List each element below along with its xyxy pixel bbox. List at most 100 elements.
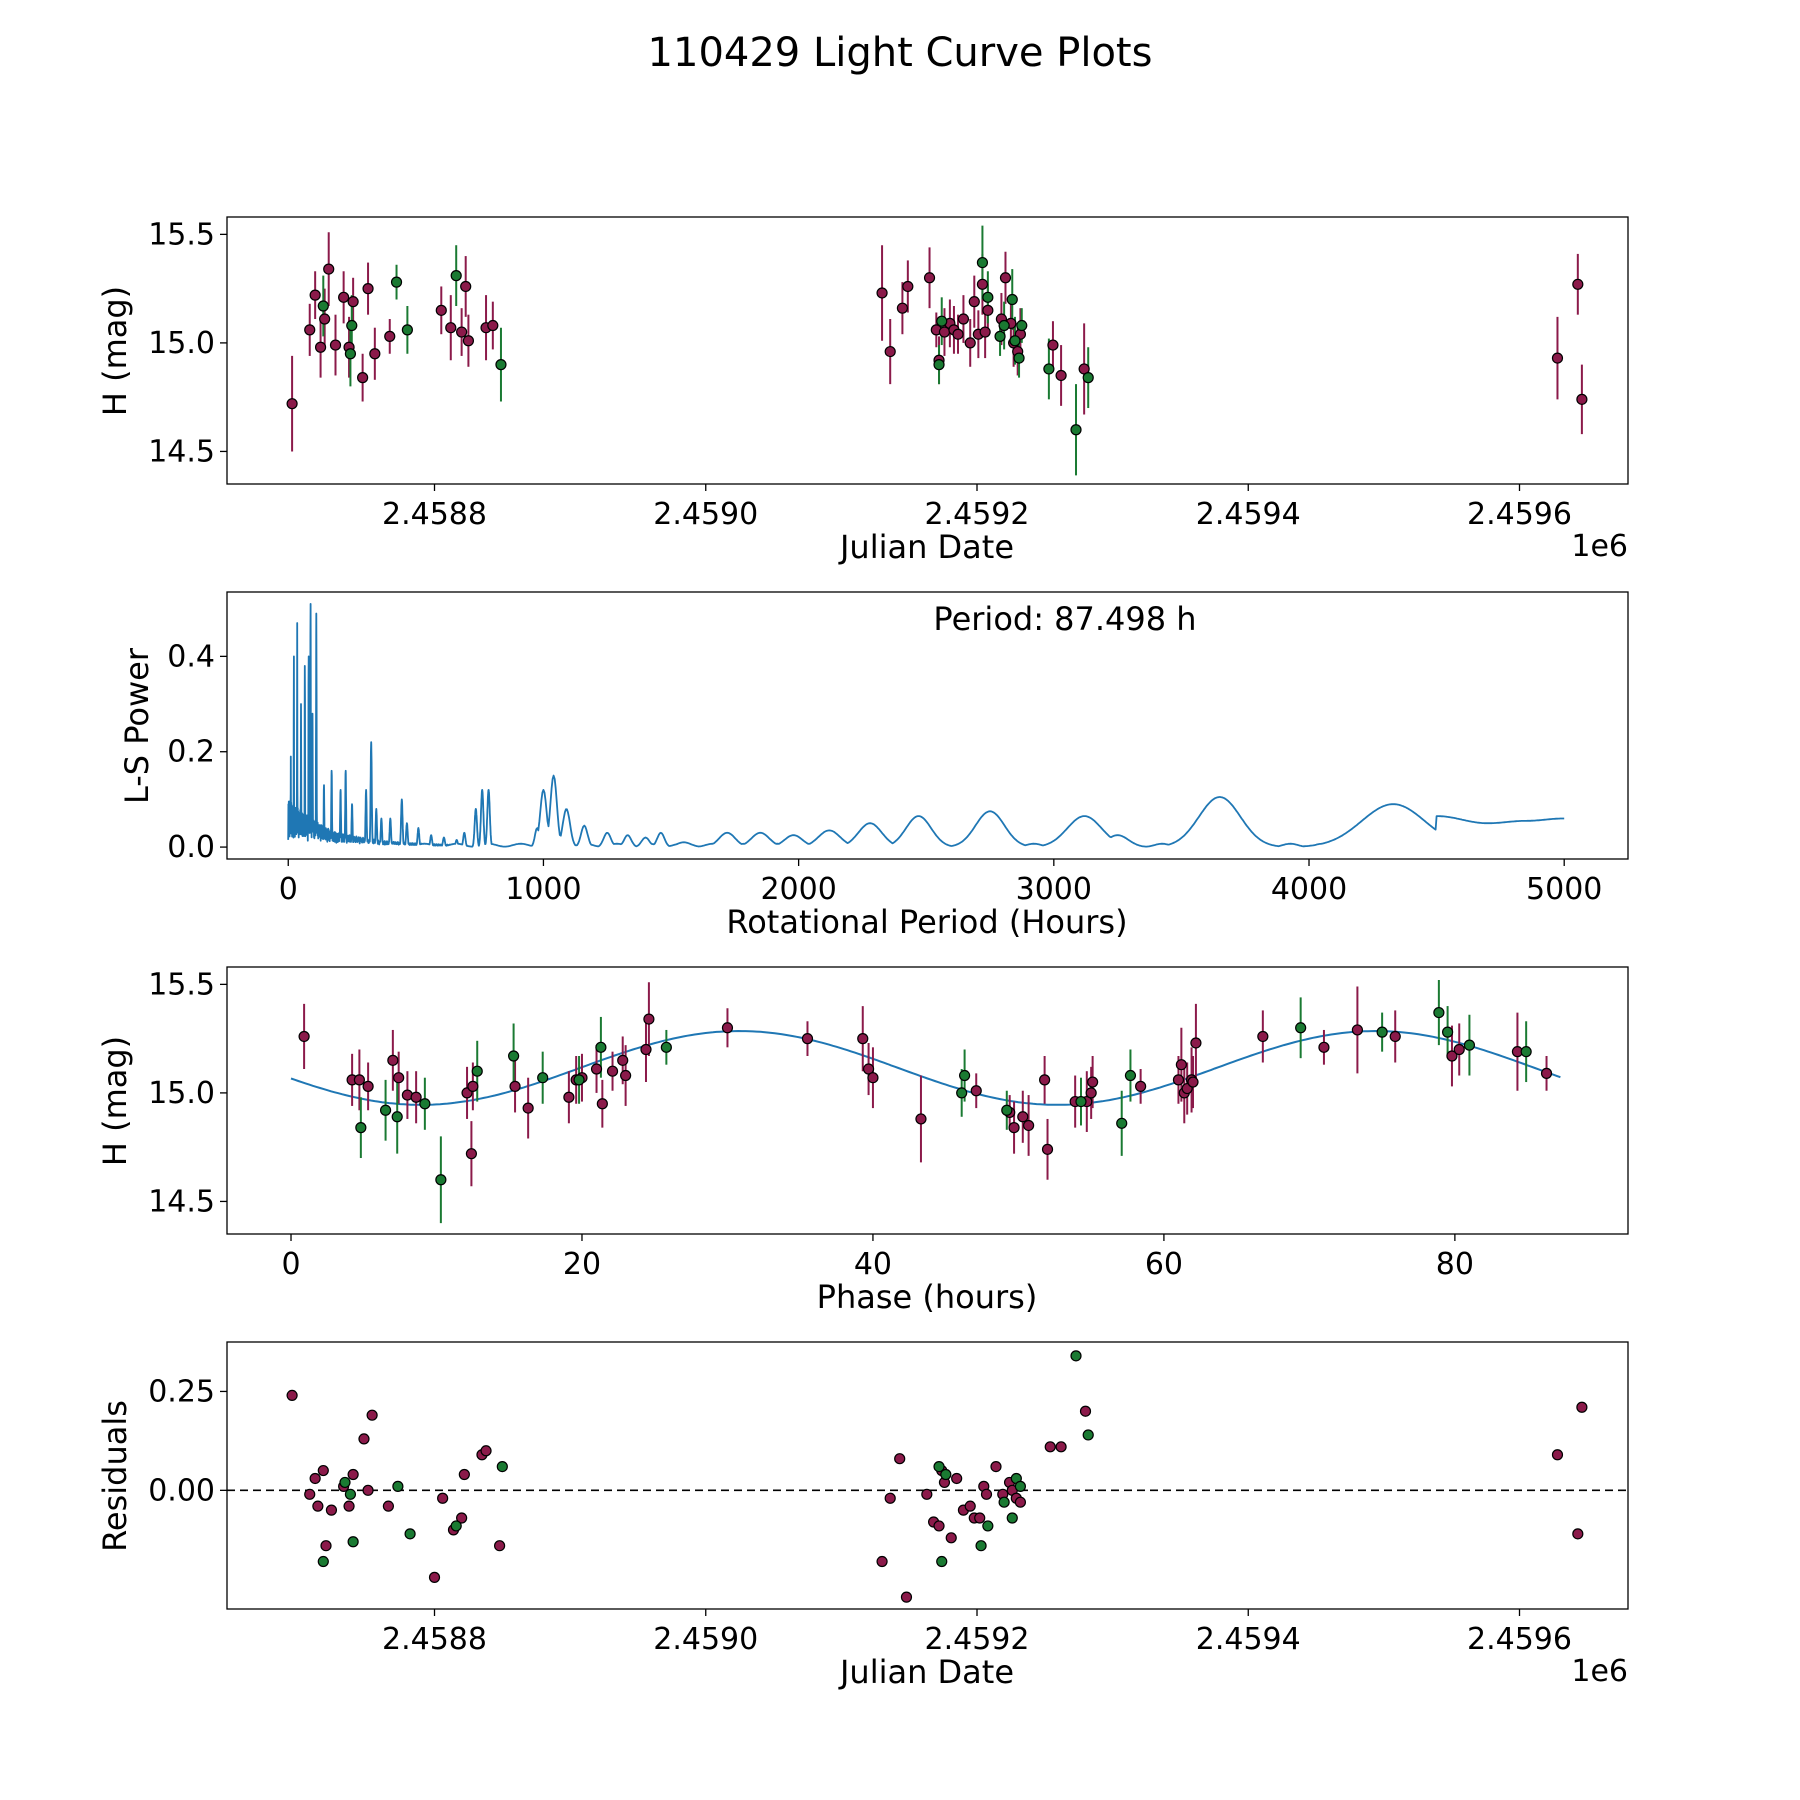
residuals-point — [347, 1536, 359, 1548]
phased-point — [970, 1085, 982, 1097]
residuals-point — [450, 1520, 462, 1532]
phased-point — [660, 1041, 672, 1053]
phased-point — [1039, 1074, 1051, 1086]
lightcurve-point — [401, 324, 413, 336]
lightcurve-point — [923, 272, 936, 284]
residuals-point — [921, 1488, 933, 1500]
lightcurve-point — [314, 341, 327, 353]
residuals-point — [964, 1500, 976, 1512]
periodogram-xtick-label: 0 — [279, 872, 298, 907]
lightcurve-point — [309, 289, 321, 301]
phased-point — [379, 1104, 392, 1116]
lightcurve-point — [1572, 278, 1584, 290]
phased-axes-frame — [226, 966, 1629, 1235]
phased-xtick-label: 20 — [563, 1247, 601, 1282]
phased-ytick-label: 15.0 — [148, 1076, 215, 1111]
periodogram-axes-frame — [226, 591, 1629, 860]
residuals-point — [1014, 1480, 1027, 1492]
residuals-point — [974, 1512, 986, 1524]
phased-point — [1463, 1039, 1476, 1051]
phased-point — [509, 1080, 521, 1092]
lightcurve-point — [957, 313, 970, 325]
residuals-point — [1082, 1429, 1094, 1441]
phased-point — [467, 1080, 479, 1092]
lightcurve-ticks: 2.4588 2.4590 2.4592 2.4594 2.4596 14.5 15.0 15… — [148, 217, 1572, 532]
residuals-point — [304, 1488, 316, 1500]
lightcurve-ylabel: H (mag) — [96, 286, 134, 416]
residuals-point — [362, 1484, 374, 1496]
phased-xtick-label: 40 — [854, 1247, 892, 1282]
residuals-axes-frame — [226, 1341, 1629, 1610]
lightcurve-xtick-label: 2.4594 — [1196, 497, 1301, 532]
residuals-ytick-label: 0.25 — [148, 1374, 215, 1409]
residuals-point — [1044, 1441, 1056, 1453]
phased-point — [419, 1098, 431, 1110]
lightcurve-point — [344, 348, 357, 360]
lightcurve-point — [952, 328, 964, 340]
phased-point — [362, 1080, 374, 1092]
lightcurve-point — [495, 359, 507, 371]
residuals-point — [320, 1540, 332, 1552]
phased-point — [573, 1074, 585, 1086]
lightcurve-axes-frame — [226, 216, 1629, 485]
residuals-point — [945, 1532, 957, 1544]
phased-point — [1257, 1030, 1269, 1043]
panel-phased: 0 20 40 60 80 14.5 15.0 15.5 Phase (hours) H (m… — [96, 966, 1629, 1316]
phased-point — [595, 1041, 607, 1053]
lightcurve-point — [346, 319, 358, 332]
lightcurve-point — [964, 337, 976, 349]
residuals-point — [382, 1500, 394, 1512]
residuals-point — [494, 1540, 506, 1552]
residuals-point — [317, 1555, 329, 1568]
residuals-xtick-label: 2.4588 — [382, 1622, 487, 1657]
residuals-point — [900, 1591, 913, 1603]
phased-point — [857, 1033, 869, 1045]
residuals-point — [1006, 1512, 1018, 1524]
phased-point — [1175, 1059, 1187, 1071]
phased-point — [563, 1091, 575, 1103]
lightcurve-point — [435, 304, 447, 316]
lightcurve-point — [347, 296, 359, 308]
lightcurve-point — [902, 280, 914, 293]
residuals-point — [317, 1464, 329, 1477]
phased-point — [1135, 1080, 1147, 1092]
residuals-point — [975, 1540, 987, 1552]
phased-point — [1540, 1067, 1553, 1079]
residuals-point — [936, 1555, 948, 1568]
phased-point — [471, 1065, 483, 1077]
lightcurve-point — [896, 302, 909, 314]
residuals-point — [309, 1472, 321, 1485]
residuals-xlabel: Julian Date — [838, 1653, 1014, 1691]
lightcurve-xlabel: Julian Date — [838, 528, 1014, 566]
lightcurve-xtick-label: 2.4590 — [653, 497, 758, 532]
phased-point — [1187, 1076, 1199, 1088]
phased-errorbars — [303, 980, 1548, 1224]
lightcurve-xtick-label: 2.4592 — [925, 497, 1030, 532]
periodogram-ticks: 0 1000 2000 3000 4000 5000 0.0 0.2 0.4 — [167, 639, 1602, 907]
lightcurve-point — [1055, 369, 1067, 382]
residuals-ylabel: Residuals — [96, 1400, 134, 1552]
lightcurve-point — [329, 339, 342, 351]
residuals-ytick-label: 0.00 — [148, 1473, 215, 1508]
lightcurve-point — [456, 326, 468, 338]
phased-point — [1041, 1143, 1054, 1155]
phased-point — [1433, 1006, 1445, 1019]
residuals-point — [982, 1520, 994, 1532]
period-annotation: Period: 87.498 h — [933, 600, 1196, 638]
residuals-point — [456, 1512, 468, 1524]
phased-model-curve — [290, 1029, 1561, 1106]
phased-xtick-label: 60 — [1145, 1247, 1183, 1282]
residuals-point — [876, 1555, 888, 1568]
periodogram-ytick-label: 0.2 — [167, 735, 215, 770]
residuals-point — [980, 1488, 993, 1500]
residuals-point — [998, 1496, 1010, 1508]
lightcurve-point — [1047, 339, 1059, 351]
residuals-point — [1551, 1449, 1564, 1461]
periodogram-xlabel: Rotational Period (Hours) — [726, 903, 1127, 941]
residuals-xtick-label: 2.4594 — [1196, 1622, 1301, 1657]
residuals-point — [339, 1476, 351, 1489]
residuals-xtick-label: 2.4596 — [1467, 1622, 1572, 1657]
residuals-point — [458, 1468, 470, 1481]
lightcurve-point — [487, 319, 499, 332]
